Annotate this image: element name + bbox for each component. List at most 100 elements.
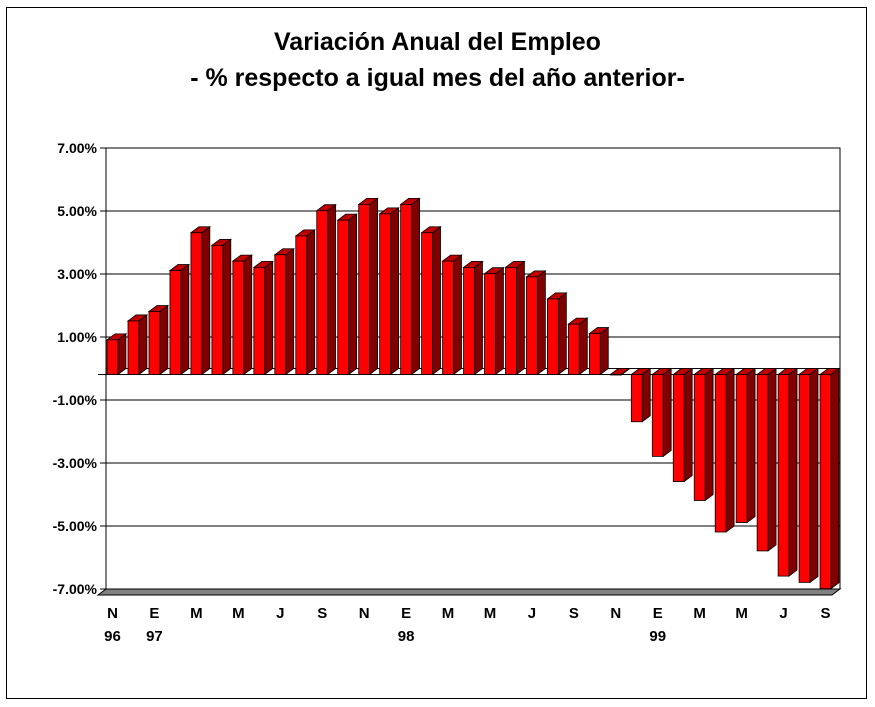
bar xyxy=(526,276,538,375)
bar xyxy=(609,374,622,376)
x-tick-label: E xyxy=(401,605,411,622)
bar-side xyxy=(557,292,567,376)
bar-side xyxy=(243,254,253,376)
bar-side xyxy=(369,197,378,376)
bar-side xyxy=(117,333,127,376)
bar-side xyxy=(746,367,756,524)
bar-side xyxy=(432,225,441,376)
bar xyxy=(484,273,496,375)
bar xyxy=(127,320,140,375)
y-tick-label: -1.00% xyxy=(53,392,98,408)
bar-side xyxy=(662,367,672,458)
x-tick-label: E xyxy=(149,605,159,622)
bar-side xyxy=(201,225,211,376)
bar-side xyxy=(725,367,735,533)
bar xyxy=(400,203,412,375)
bar xyxy=(735,374,748,523)
bar xyxy=(421,232,433,375)
bar xyxy=(274,254,287,375)
x-tick-year-label: 96 xyxy=(104,628,121,645)
bar xyxy=(232,260,245,375)
bar xyxy=(253,266,266,375)
bar-side xyxy=(474,260,483,376)
x-tick-label: N xyxy=(359,605,370,622)
bar xyxy=(463,266,475,375)
bar-side xyxy=(515,260,525,376)
bar xyxy=(819,374,832,590)
bar-side xyxy=(138,314,148,376)
chart-floor xyxy=(96,588,842,596)
bar xyxy=(337,219,350,375)
bar xyxy=(672,374,685,482)
bar xyxy=(651,374,664,457)
x-tick-label: N xyxy=(107,605,118,622)
x-tick-year-label: 98 xyxy=(398,628,415,645)
bar-side xyxy=(578,317,588,376)
x-tick-label: J xyxy=(276,605,284,622)
bar-side xyxy=(411,197,420,376)
x-tick-label: M xyxy=(484,605,497,622)
x-tick-label: N xyxy=(610,605,621,622)
x-tick-label: S xyxy=(569,605,579,622)
chart-title: Variación Anual del Empleo xyxy=(274,28,601,56)
bar-side xyxy=(264,260,274,376)
bar-side xyxy=(327,203,337,376)
bar-side xyxy=(285,248,295,376)
x-tick-label: M xyxy=(442,605,455,622)
bar xyxy=(295,235,308,375)
bar xyxy=(169,270,182,375)
bar xyxy=(777,374,790,577)
x-tick-year-label: 97 xyxy=(146,628,163,645)
bar-side xyxy=(390,207,399,376)
bar-side xyxy=(348,213,358,376)
bar-side xyxy=(788,367,798,577)
bar-side xyxy=(683,367,693,483)
bar-side xyxy=(599,326,609,376)
y-tick-label: 5.00% xyxy=(57,203,97,219)
bar-side xyxy=(180,263,190,376)
x-tick-label: J xyxy=(528,605,536,622)
y-tick-label: 7.00% xyxy=(57,140,97,156)
y-tick-label: 3.00% xyxy=(57,266,97,282)
bar-side xyxy=(809,367,819,584)
bar xyxy=(798,374,811,583)
x-tick-label: S xyxy=(821,605,831,622)
bar-side xyxy=(704,367,714,502)
bar xyxy=(693,374,706,501)
bar-side xyxy=(159,304,169,376)
bar xyxy=(379,213,391,375)
bar xyxy=(714,374,727,533)
bar xyxy=(358,203,370,375)
y-tick-label: -5.00% xyxy=(53,518,98,534)
bar xyxy=(148,311,161,375)
bar xyxy=(756,374,769,552)
x-tick-label: M xyxy=(693,605,706,622)
bar xyxy=(442,260,454,375)
bar xyxy=(190,232,203,375)
x-tick-label: J xyxy=(779,605,787,622)
bar-side xyxy=(830,367,840,590)
bar-side xyxy=(222,238,232,376)
bar-side xyxy=(306,229,316,376)
bar xyxy=(630,374,643,423)
bar-side xyxy=(536,270,546,376)
bar xyxy=(568,323,580,375)
bar-side xyxy=(641,367,651,423)
bar xyxy=(588,333,601,375)
x-tick-label: S xyxy=(317,605,327,622)
bar-side xyxy=(453,254,462,376)
y-tick-label: 1.00% xyxy=(57,329,97,345)
x-tick-label: M xyxy=(232,605,245,622)
x-tick-year-label: 99 xyxy=(649,628,666,645)
y-tick-label: -3.00% xyxy=(53,455,98,471)
y-tick-label: -7.00% xyxy=(53,581,98,597)
x-tick-label: M xyxy=(735,605,748,622)
bar-side xyxy=(495,266,504,376)
x-tick-label: E xyxy=(653,605,663,622)
bar xyxy=(106,339,119,375)
bar xyxy=(316,210,329,375)
bar xyxy=(547,298,559,375)
bar xyxy=(211,244,224,375)
bar xyxy=(505,266,517,375)
